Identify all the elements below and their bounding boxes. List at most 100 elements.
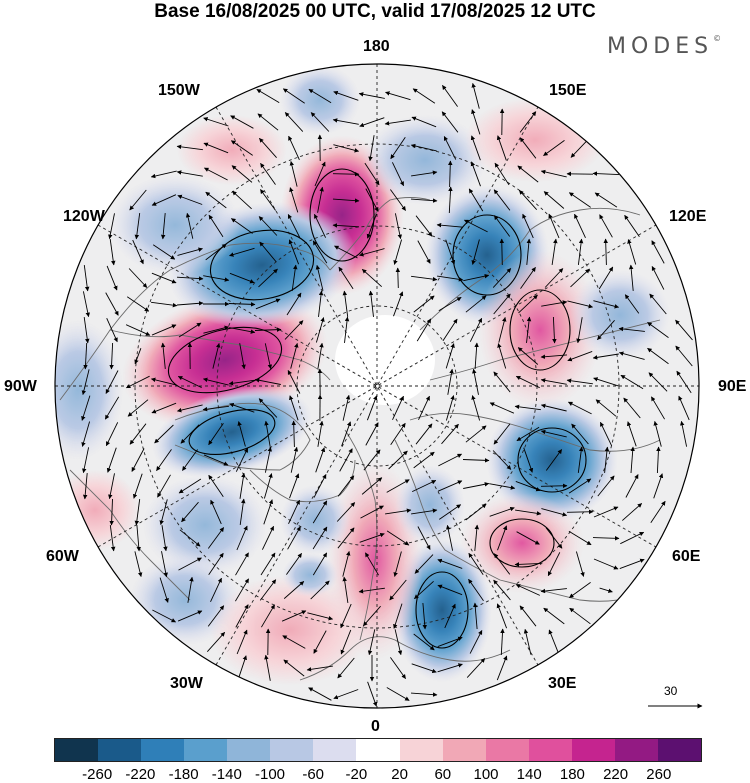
- wind-vector: [676, 370, 692, 394]
- wind-vector: [543, 607, 565, 625]
- wind-vector: [649, 293, 667, 315]
- wind-vector: [361, 477, 383, 495]
- wind-vector: [358, 587, 385, 594]
- wind-vector: [315, 317, 325, 343]
- wind-vector: [257, 113, 279, 131]
- wind-vector: [341, 421, 352, 447]
- colorbar-tick-label: 60: [434, 766, 452, 783]
- wind-vector: [365, 422, 379, 446]
- colorbar: [54, 738, 702, 762]
- wind-vector: [441, 423, 459, 445]
- wind-vector: [438, 453, 463, 467]
- colorbar-tick-label: 20: [391, 766, 408, 783]
- copyright-mark: ©: [713, 34, 722, 43]
- wind-vector: [308, 88, 332, 104]
- wind-vector: [337, 657, 355, 679]
- wind-vector: [489, 483, 516, 490]
- wind-vector: [108, 213, 115, 240]
- wind-vector: [151, 301, 178, 308]
- wind-vector: [284, 320, 304, 340]
- wind-vector: [678, 395, 690, 421]
- wind-vector: [82, 291, 90, 318]
- wind-vector: [152, 244, 176, 260]
- wind-vector: [463, 482, 490, 489]
- wind-vector: [463, 219, 488, 233]
- colorbar-segment: [313, 739, 357, 761]
- wind-vector: [541, 300, 568, 307]
- wind-vector: [411, 508, 438, 515]
- wind-vector: [366, 395, 378, 421]
- wind-vector: [540, 378, 567, 385]
- wind-vector: [151, 324, 177, 336]
- wind-vector: [448, 186, 453, 214]
- wind-vector: [597, 475, 615, 497]
- colorbar-segment: [614, 739, 658, 761]
- wind-vector: [442, 85, 458, 107]
- wind-vector: [620, 374, 644, 390]
- wind-vector: [235, 604, 249, 628]
- wind-vector: [176, 170, 203, 177]
- wind-vector: [239, 472, 246, 499]
- wind-vector: [447, 368, 454, 395]
- colorbar-segment: [442, 739, 486, 761]
- wind-vector: [623, 397, 641, 419]
- wind-vector: [210, 499, 222, 525]
- colorbar-segment: [657, 739, 701, 761]
- wind-vector: [178, 322, 202, 338]
- wind-vector: [160, 342, 166, 369]
- wind-vector: [283, 581, 305, 599]
- wind-vector: [263, 473, 273, 499]
- wind-vector: [448, 160, 453, 188]
- wind-vector: [595, 399, 617, 417]
- wind-vector: [650, 500, 666, 524]
- colorbar-tick-label: -220: [125, 766, 156, 783]
- wind-vector: [410, 198, 438, 203]
- wind-vector: [410, 692, 438, 697]
- wind-vector: [235, 552, 249, 576]
- wind-vector: [237, 655, 247, 681]
- wind-vector: [499, 238, 505, 266]
- wind-vector: [493, 189, 511, 211]
- wind-vector: [543, 191, 565, 209]
- wind-vector: [385, 508, 412, 515]
- wind-vector: [83, 317, 90, 344]
- wind-vector: [333, 689, 359, 700]
- wind-vector: [388, 450, 408, 470]
- wind-vector: [239, 343, 246, 370]
- wind-vector: [339, 448, 353, 472]
- colorbar-segment: [356, 739, 400, 761]
- wind-vector: [290, 342, 299, 369]
- wind-vector: [208, 214, 224, 238]
- neg-anomaly-hudson: [152, 386, 312, 478]
- wind-vector: [437, 636, 463, 648]
- wind-vector: [417, 526, 431, 550]
- wind-vector: [344, 316, 350, 343]
- wind-vector: [516, 531, 540, 545]
- wind-vector: [465, 503, 487, 521]
- lon-label-150w: 150W: [158, 82, 200, 99]
- wind-vector: [161, 551, 168, 578]
- lon-label-30e: 30E: [548, 675, 577, 692]
- wind-vector: [493, 215, 511, 237]
- wind-vector: [415, 215, 433, 237]
- wind-vector: [318, 290, 324, 317]
- wind-vector: [437, 584, 463, 596]
- wind-vector: [205, 243, 227, 261]
- wind-vector: [567, 350, 593, 362]
- wind-vector: [264, 420, 271, 447]
- pole-cap: [335, 315, 435, 405]
- wind-vector: [109, 498, 114, 526]
- lon-label-60e: 60E: [672, 548, 701, 565]
- wind-vector: [203, 325, 230, 334]
- wind-vector: [332, 171, 360, 177]
- wind-vector: [286, 292, 302, 316]
- wind-vector: [259, 579, 277, 601]
- wind-vector: [468, 188, 484, 212]
- wind-vector: [359, 117, 385, 128]
- wind-vector: [206, 631, 226, 653]
- wind-vector: [599, 587, 613, 593]
- wind-vector: [332, 223, 360, 228]
- wind-vector: [230, 140, 253, 156]
- wind-vector: [463, 273, 490, 282]
- wind-vector: [540, 483, 568, 489]
